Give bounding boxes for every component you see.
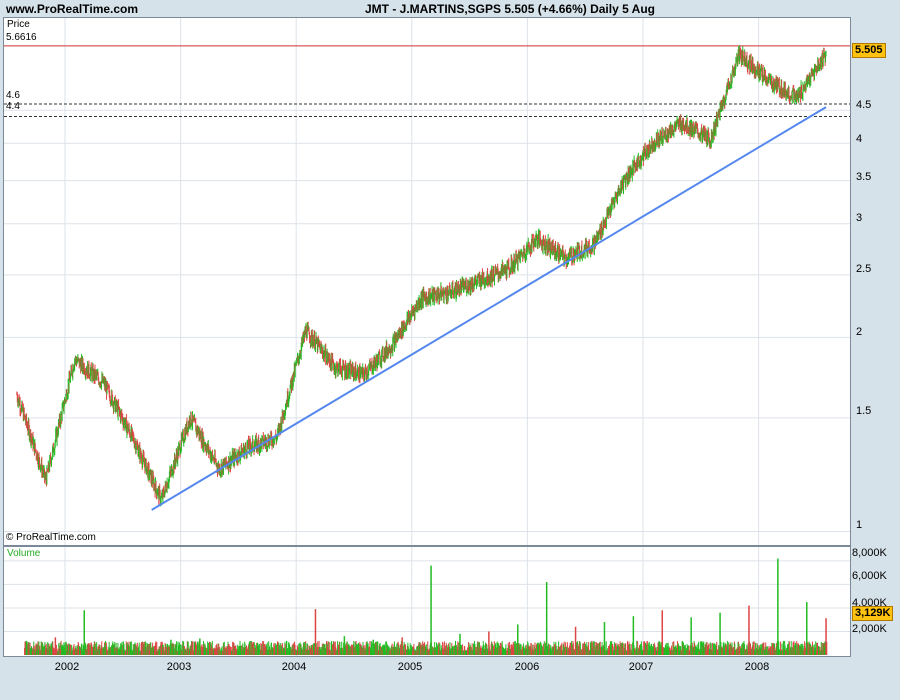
- x-tick-2004: 2004: [281, 661, 307, 673]
- x-tick-2007: 2007: [628, 661, 654, 673]
- y-tick-4: 4: [856, 133, 863, 145]
- volume-panel[interactable]: Volume: [3, 546, 851, 657]
- y-tick-3: 3: [856, 212, 863, 224]
- y-tick-3-5: 3.5: [856, 171, 872, 183]
- last-price-badge: 5.505: [852, 43, 886, 58]
- y-tick-4-5: 4.5: [856, 99, 872, 111]
- copyright: © ProRealTime.com: [6, 532, 96, 543]
- price-axis-label: Price: [7, 19, 30, 30]
- x-tick-2003: 2003: [166, 661, 192, 673]
- level-label-44: 4.4: [6, 101, 20, 112]
- y-tick-1-5: 1.5: [856, 405, 872, 417]
- volume-chart: [4, 547, 850, 656]
- trendline: [151, 106, 827, 511]
- y-tick-2-5: 2.5: [856, 263, 872, 275]
- x-tick-2005: 2005: [397, 661, 423, 673]
- vol-tick-8000k: 8,000K: [852, 547, 887, 559]
- chart-header: www.ProRealTime.com JMT - J.MARTINS,SGPS…: [0, 0, 900, 18]
- vol-tick-2000k: 2,000K: [852, 623, 887, 635]
- site-name[interactable]: www.ProRealTime.com: [6, 2, 139, 16]
- last-volume-badge: 3,129K: [852, 606, 894, 621]
- chart-title: JMT - J.MARTINS,SGPS 5.505 (+4.66%) Dail…: [365, 2, 655, 16]
- y-tick-2: 2: [856, 326, 863, 338]
- x-tick-2008: 2008: [744, 661, 770, 673]
- vol-tick-6000k: 6,000K: [852, 570, 887, 582]
- x-tick-2006: 2006: [514, 661, 540, 673]
- price-panel[interactable]: Price 5.6616 4.6 4.4 © ProRealTime.com: [3, 17, 851, 546]
- x-tick-2002: 2002: [54, 661, 80, 673]
- volume-axis-label: Volume: [7, 548, 41, 559]
- resistance-label: 5.6616: [6, 32, 37, 43]
- level-label-46: 4.6: [6, 90, 20, 101]
- y-tick-1: 1: [856, 519, 863, 531]
- price-chart: [4, 18, 850, 545]
